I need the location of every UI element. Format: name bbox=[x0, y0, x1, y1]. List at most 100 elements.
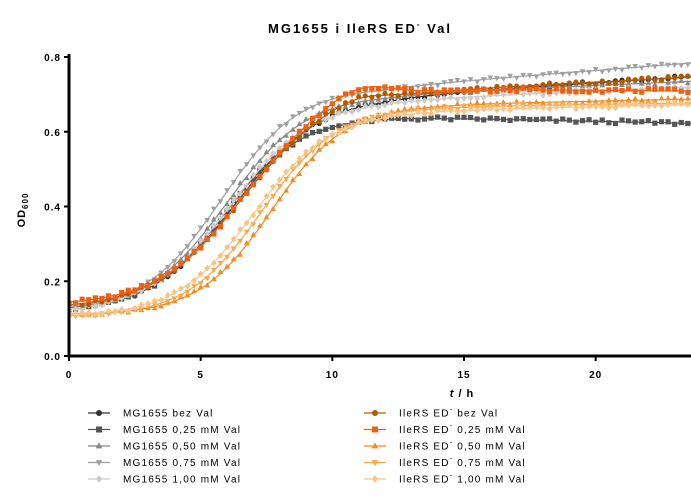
data-point bbox=[296, 128, 303, 134]
data-point bbox=[665, 74, 671, 80]
data-point bbox=[665, 95, 671, 101]
data-point bbox=[480, 77, 487, 83]
data-point bbox=[138, 301, 145, 309]
data-point bbox=[138, 287, 145, 294]
data-point bbox=[639, 119, 645, 125]
data-point bbox=[198, 245, 204, 251]
data-point bbox=[158, 273, 164, 279]
data-point bbox=[296, 120, 303, 127]
data-point bbox=[395, 111, 402, 119]
data-point bbox=[303, 133, 309, 139]
data-point bbox=[467, 94, 474, 102]
data-point bbox=[513, 75, 520, 81]
data-point bbox=[336, 123, 342, 129]
data-point bbox=[533, 74, 540, 80]
data-point bbox=[526, 100, 533, 106]
data-point bbox=[652, 64, 658, 70]
data-point bbox=[263, 192, 270, 200]
data-point bbox=[671, 94, 678, 100]
data-point bbox=[638, 80, 645, 86]
data-point bbox=[230, 235, 237, 243]
data-point bbox=[494, 83, 500, 89]
data-point bbox=[652, 86, 658, 92]
data-point bbox=[665, 119, 671, 125]
data-point bbox=[592, 67, 599, 73]
data-point bbox=[678, 88, 684, 94]
data-point bbox=[92, 310, 99, 318]
data-point bbox=[507, 73, 513, 80]
data-point bbox=[526, 73, 533, 79]
data-point bbox=[520, 85, 526, 91]
data-point bbox=[257, 210, 263, 216]
data-point bbox=[481, 86, 487, 92]
data-point bbox=[553, 103, 560, 111]
y-tick-label: 0.0 bbox=[44, 352, 61, 363]
data-point bbox=[428, 110, 434, 117]
data-point bbox=[263, 214, 270, 220]
data-point bbox=[573, 89, 579, 95]
data-point bbox=[204, 230, 211, 238]
data-point bbox=[355, 106, 362, 114]
data-point bbox=[474, 95, 481, 102]
data-point bbox=[566, 71, 573, 77]
data-point bbox=[494, 88, 500, 94]
data-point bbox=[86, 297, 92, 303]
data-point bbox=[415, 97, 421, 105]
data-point bbox=[480, 94, 487, 101]
data-point bbox=[559, 103, 566, 110]
data-point bbox=[125, 307, 132, 315]
data-point bbox=[625, 118, 632, 124]
data-point bbox=[270, 194, 276, 200]
legend-label: MG1655 0,25 mM Val bbox=[123, 425, 241, 436]
data-point bbox=[395, 98, 402, 106]
legend-label: IleRS ED- 0,50 mM Val bbox=[399, 440, 526, 453]
data-point bbox=[546, 71, 553, 77]
data-point bbox=[171, 288, 178, 296]
data-point bbox=[309, 155, 316, 162]
legend-marker bbox=[95, 460, 103, 467]
legend-label: MG1655 0,50 mM Val bbox=[123, 442, 241, 453]
data-point bbox=[329, 101, 335, 107]
data-point bbox=[671, 78, 678, 84]
data-point bbox=[230, 205, 237, 211]
data-point bbox=[454, 100, 461, 107]
data-point bbox=[678, 96, 685, 102]
data-point bbox=[645, 102, 652, 110]
x-axis-label: t / h bbox=[450, 388, 475, 400]
data-point bbox=[138, 307, 145, 313]
data-point bbox=[606, 80, 612, 86]
data-point bbox=[309, 130, 316, 136]
data-point bbox=[461, 94, 467, 102]
legend-item: MG1655 0,75 mM Val bbox=[88, 458, 240, 469]
data-point bbox=[526, 103, 533, 111]
data-point bbox=[658, 77, 665, 83]
data-point bbox=[79, 296, 85, 302]
data-point bbox=[448, 117, 454, 123]
data-point bbox=[586, 117, 592, 123]
data-point bbox=[243, 229, 250, 235]
data-point bbox=[480, 100, 487, 106]
data-point bbox=[625, 102, 632, 109]
data-point bbox=[368, 102, 375, 109]
data-point bbox=[606, 87, 612, 93]
data-point bbox=[435, 90, 441, 96]
data-point bbox=[191, 248, 197, 255]
data-point bbox=[217, 214, 224, 222]
data-point bbox=[514, 116, 520, 122]
data-point bbox=[395, 107, 402, 113]
data-point bbox=[619, 87, 625, 94]
data-point bbox=[402, 90, 408, 96]
data-point bbox=[276, 176, 283, 184]
data-point bbox=[625, 96, 632, 102]
data-point bbox=[237, 190, 244, 198]
data-point bbox=[243, 239, 250, 246]
data-point bbox=[408, 86, 414, 92]
data-point bbox=[211, 231, 217, 237]
data-point bbox=[164, 291, 171, 299]
data-point bbox=[474, 88, 480, 94]
x-tick-label: 5 bbox=[197, 370, 204, 381]
data-point bbox=[86, 301, 92, 307]
data-point bbox=[645, 86, 651, 92]
data-point bbox=[625, 80, 632, 86]
data-point bbox=[441, 94, 448, 102]
